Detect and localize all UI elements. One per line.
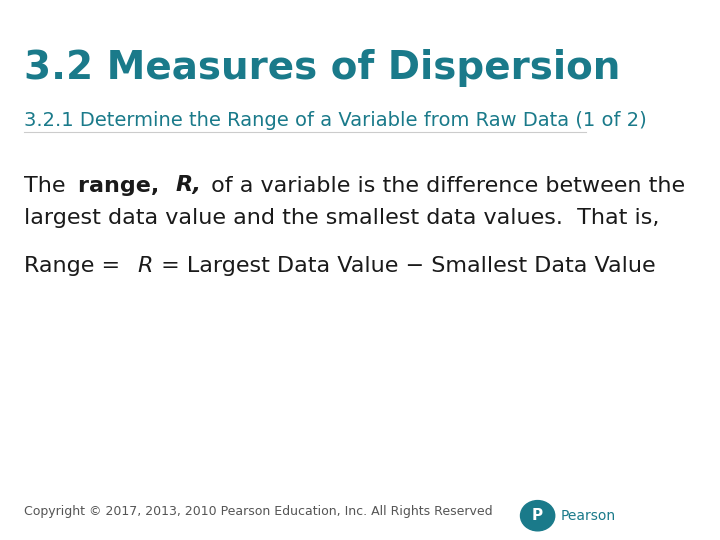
Text: largest data value and the smallest data values.  That is,: largest data value and the smallest data… xyxy=(24,208,660,228)
Text: 3.2 Measures of Dispersion: 3.2 Measures of Dispersion xyxy=(24,49,621,86)
Text: Copyright © 2017, 2013, 2010 Pearson Education, Inc. All Rights Reserved: Copyright © 2017, 2013, 2010 Pearson Edu… xyxy=(24,505,493,518)
Text: 3.2.1 Determine the Range of a Variable from Raw Data (1 of 2): 3.2.1 Determine the Range of a Variable … xyxy=(24,111,647,130)
Text: P: P xyxy=(532,508,543,523)
Text: R,: R, xyxy=(175,176,201,195)
Text: = Largest Data Value − Smallest Data Value: = Largest Data Value − Smallest Data Val… xyxy=(155,256,656,276)
Text: Range =: Range = xyxy=(24,256,127,276)
Text: R: R xyxy=(138,256,153,276)
Text: Pearson: Pearson xyxy=(561,509,616,523)
Text: The: The xyxy=(24,176,73,195)
Text: of a variable is the difference between the: of a variable is the difference between … xyxy=(204,176,685,195)
Text: range,: range, xyxy=(78,176,166,195)
Circle shape xyxy=(521,501,554,531)
